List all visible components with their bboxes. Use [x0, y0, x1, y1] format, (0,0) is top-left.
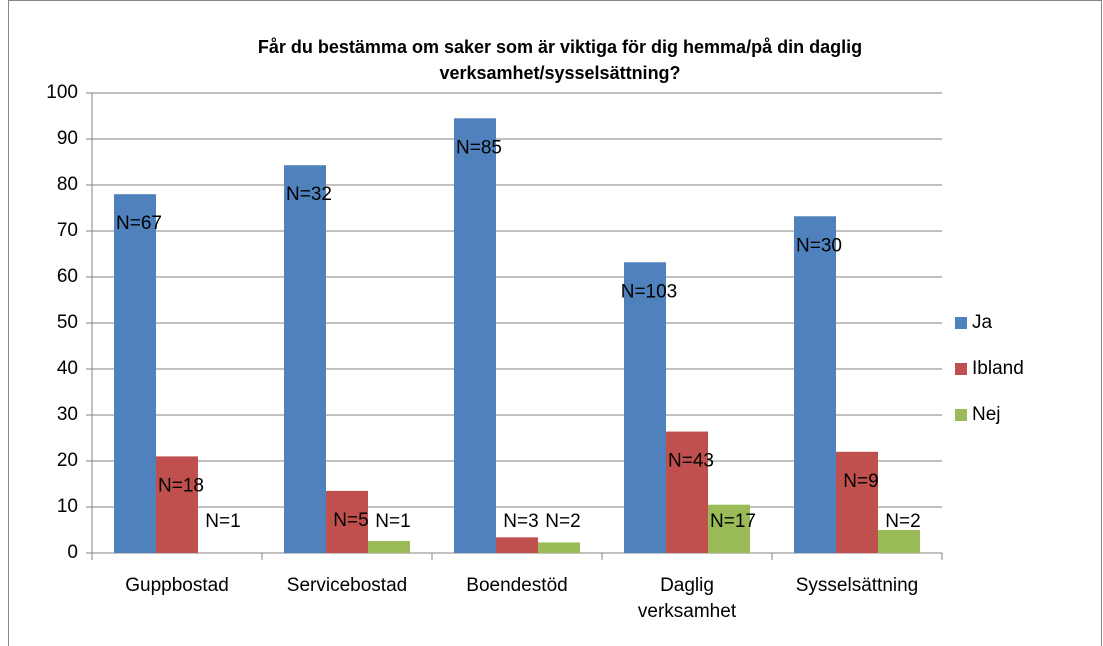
data-label: N=85: [456, 137, 502, 158]
data-label: N=32: [286, 184, 332, 205]
y-tick-label: 40: [57, 358, 78, 379]
y-tick-label: 20: [57, 450, 78, 471]
data-label: N=67: [116, 213, 162, 234]
y-tick-label: 10: [57, 496, 78, 517]
y-tick-label: 50: [57, 312, 78, 333]
data-label: N=3: [503, 511, 538, 532]
legend-swatch: [955, 363, 967, 375]
data-label: N=2: [545, 511, 580, 532]
data-label: N=5: [333, 510, 368, 531]
bar: [624, 262, 666, 553]
bar: [368, 541, 410, 553]
x-tick-label: Daglig verksamhet: [638, 575, 737, 622]
y-tick-label: 90: [57, 128, 78, 149]
bar: [326, 490, 368, 553]
data-label: N=43: [668, 451, 714, 472]
legend-label: Nej: [972, 404, 1001, 425]
legend-swatch: [955, 409, 967, 421]
data-label: N=103: [621, 281, 678, 302]
bar: [666, 431, 708, 553]
data-label: N=2: [885, 511, 920, 532]
x-tick-label: Servicebostad: [287, 575, 407, 596]
legend-label: Ja: [972, 312, 993, 333]
x-tick-label: Boendestöd: [466, 575, 567, 596]
chart-title: verksamhet/sysselsättning?: [439, 63, 680, 83]
bar: [538, 542, 580, 553]
data-label: N=17: [710, 511, 756, 532]
legend-swatch: [955, 317, 967, 329]
bar: [496, 537, 538, 553]
chart-title: Får du bestämma om saker som är viktiga …: [258, 37, 862, 57]
y-tick-label: 60: [57, 266, 78, 287]
y-tick-label: 80: [57, 174, 78, 195]
bar: [836, 451, 878, 553]
bar: [156, 456, 198, 553]
data-label: N=30: [796, 235, 842, 256]
legend-label: Ibland: [972, 358, 1024, 379]
bar: [878, 530, 920, 553]
x-tick-label: Sysselsättning: [796, 575, 919, 596]
y-tick-label: 70: [57, 220, 78, 241]
y-tick-label: 100: [46, 82, 78, 103]
y-tick-label: 0: [67, 542, 78, 563]
bar: [284, 165, 326, 553]
bar: [454, 118, 496, 554]
x-tick-label: Guppbostad: [125, 575, 229, 596]
bar: [794, 216, 836, 553]
data-label: N=9: [843, 471, 878, 492]
data-label: N=1: [205, 511, 240, 532]
bar: [114, 194, 156, 553]
bar: [708, 504, 750, 553]
data-label: N=18: [158, 475, 204, 496]
data-label: N=1: [375, 511, 410, 532]
y-tick-label: 30: [57, 404, 78, 425]
